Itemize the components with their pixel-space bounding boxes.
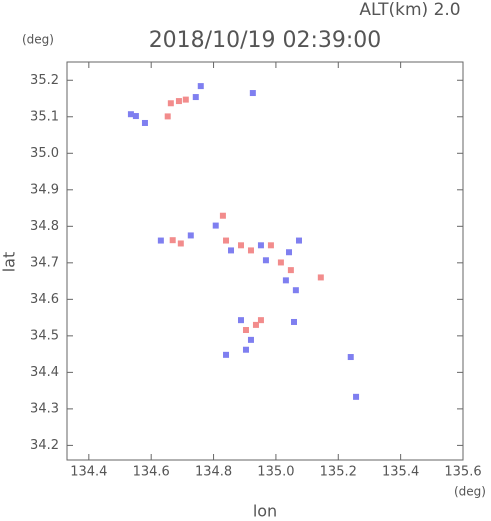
echo-point [132,113,139,120]
x-axis-label: lon [253,502,277,521]
echo-point [286,249,293,256]
echo-point [127,111,134,118]
subtitle: ALT(km) 2.0 [359,0,460,20]
echo-point [237,242,244,249]
echo-point [242,327,249,334]
echo-point [197,83,204,90]
y-tick-label: 34.5 [30,328,59,343]
x-tick-label: 135.0 [257,465,294,480]
echo-point [247,336,254,343]
echo-point [282,277,289,284]
x-tick-label: 134.8 [195,465,232,480]
y-tick-label: 34.6 [30,292,59,307]
y-tick-label: 34.2 [30,438,59,453]
chart-title: 2018/10/19 02:39:00 [149,28,382,53]
echo-point [295,237,302,244]
echo-point [187,232,194,239]
x-tick-label: 135.6 [444,465,481,480]
y-unit: (deg) [22,33,54,47]
echo-point [223,351,230,358]
echo-point [287,267,294,274]
echo-point [257,317,264,324]
echo-point [249,90,256,97]
y-tick-label: 35.1 [30,109,59,124]
echo-point [141,119,148,126]
echo-point [219,212,226,219]
y-tick-label: 34.7 [30,255,59,270]
y-tick-label: 34.9 [30,182,59,197]
x-tick-label: 134.4 [70,465,107,480]
echo-point [169,237,176,244]
x-unit: (deg) [454,485,486,499]
y-tick-label: 34.4 [30,365,59,380]
echo-point [247,247,254,254]
echo-point [267,242,274,249]
y-axis-label: lat [0,252,19,273]
echo-point [353,393,360,400]
echo-point [317,274,324,281]
y-tick-label: 35.0 [30,146,59,161]
echo-point [228,247,235,254]
x-tick-label: 134.6 [133,465,170,480]
echo-point [237,317,244,324]
echo-point [177,240,184,247]
echo-point [175,98,182,105]
echo-point [290,318,297,325]
echo-point [157,237,164,244]
echo-point [223,237,230,244]
echo-point [257,242,264,249]
echo-point [252,321,259,328]
echo-point [262,257,269,264]
echo-point [167,100,174,107]
y-tick-label: 34.3 [30,401,59,416]
plot-frame [66,61,464,461]
x-tick-label: 135.2 [320,465,357,480]
echo-point [164,113,171,120]
echo-point [242,346,249,353]
echo-point [212,222,219,229]
echo-point [182,96,189,103]
y-tick-label: 34.8 [30,219,59,234]
echo-point [292,287,299,294]
y-tick-label: 35.2 [30,73,59,88]
echo-point [277,259,284,266]
echo-point [347,354,354,361]
x-tick-label: 135.4 [382,465,419,480]
echo-point [192,94,199,101]
